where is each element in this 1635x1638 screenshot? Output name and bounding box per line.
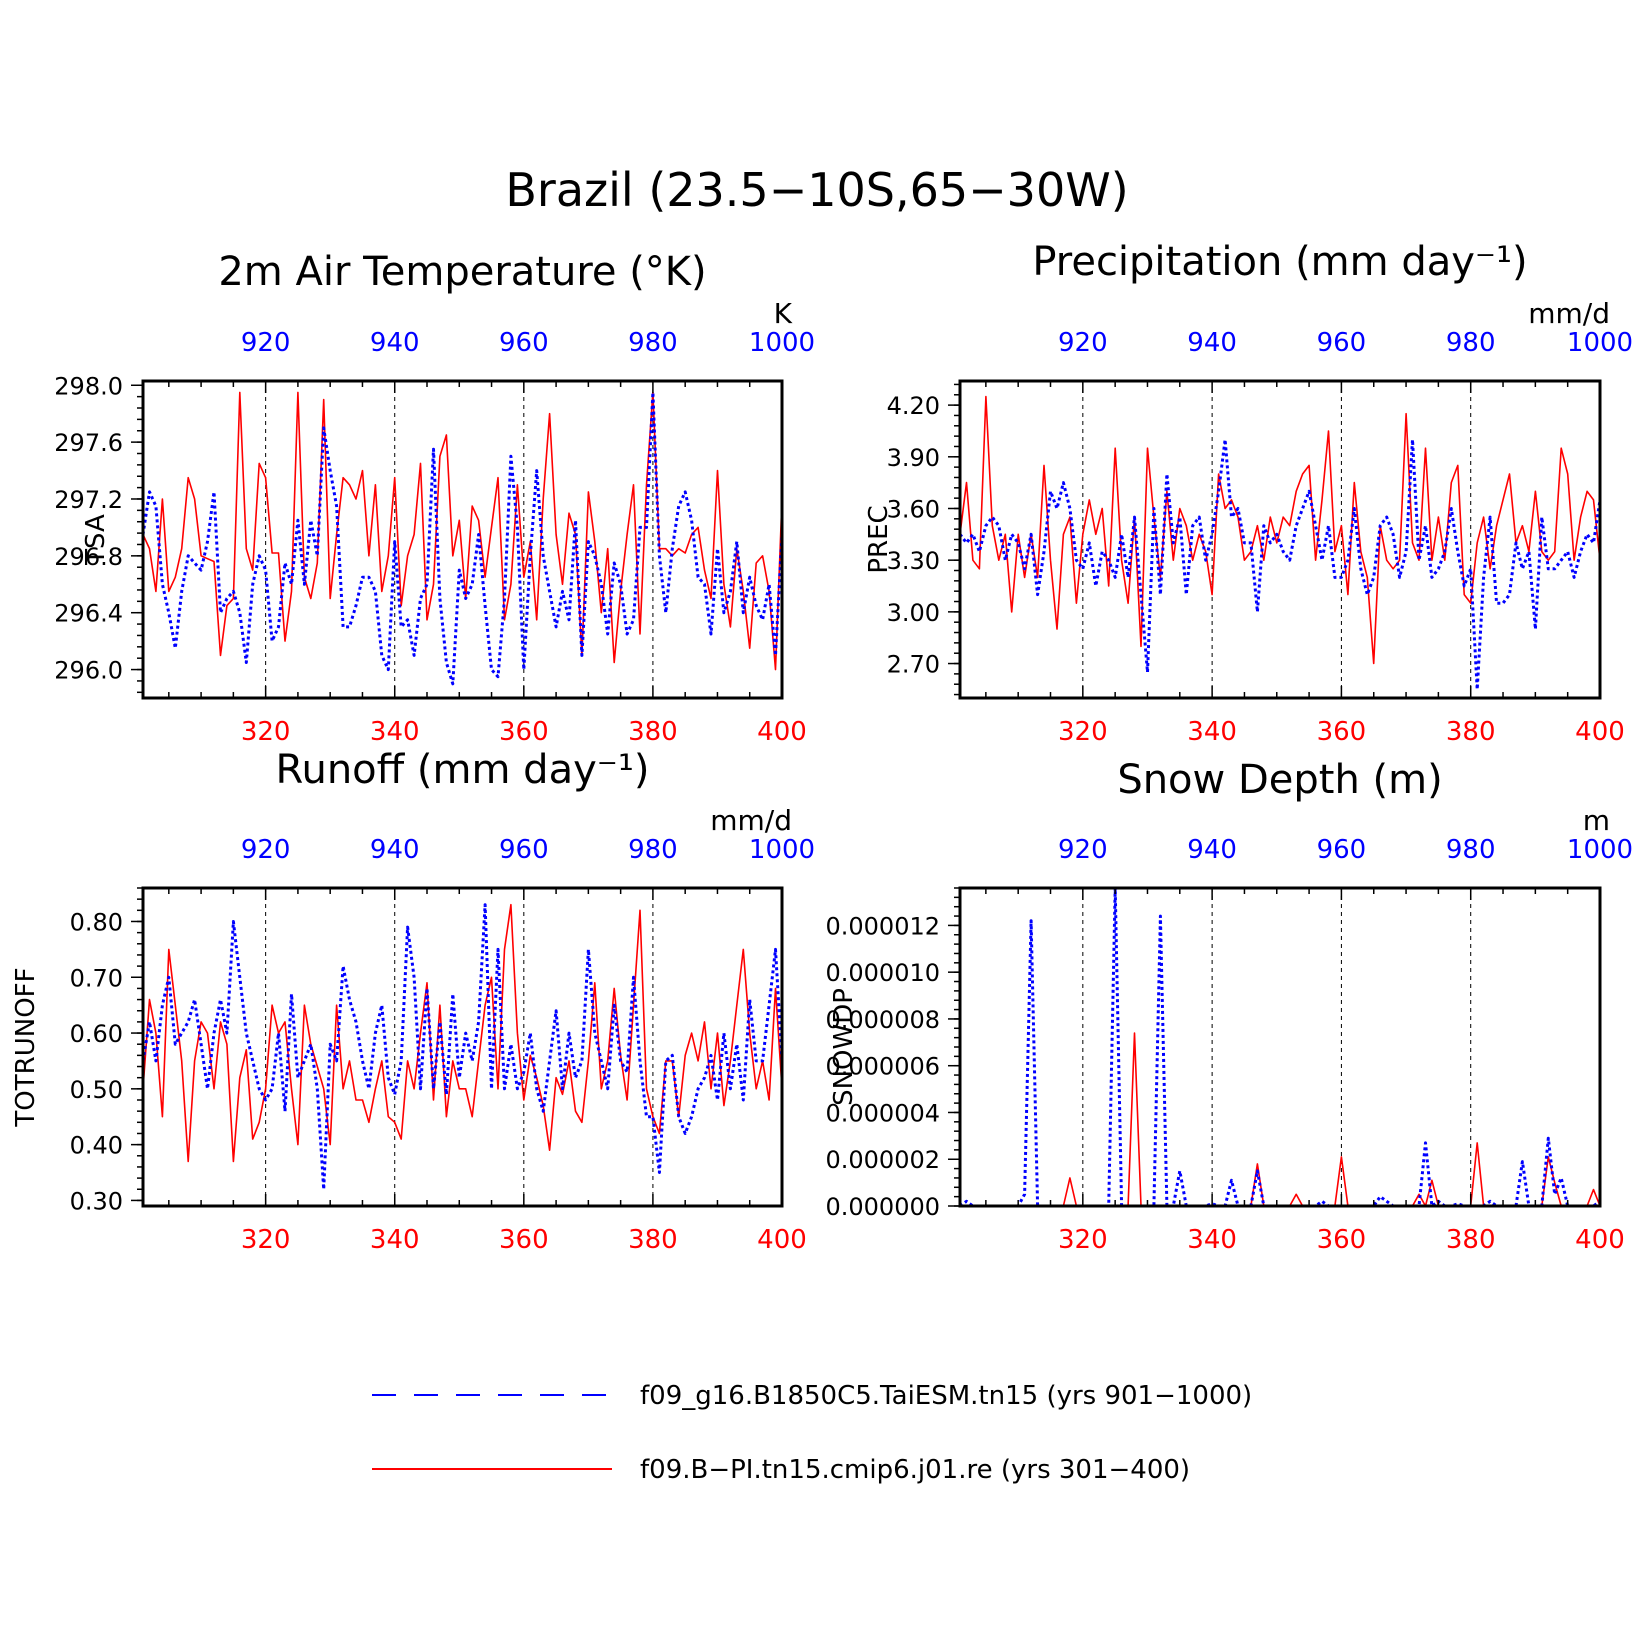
units-label-runoff: mm/d bbox=[710, 804, 792, 837]
x-tick-label-runoff: 320 bbox=[241, 1225, 291, 1255]
legend: f09_g16.B1850C5.TaiESM.tn15 (yrs 901−100… bbox=[372, 1381, 1252, 1485]
panel-snow-depth: Snow Depth (m) m 320 340 360 380 400 920 940 960 9… bbox=[825, 757, 1633, 1255]
y-tick-label-precipitation: 2.70 bbox=[887, 651, 940, 679]
plot-frame-snow-depth bbox=[958, 886, 1602, 1208]
series-line-runoff-cmip6 bbox=[142, 903, 783, 1163]
series-line-air-temperature-cmip6 bbox=[142, 391, 783, 671]
x-top-tick-label-air-temperature: 960 bbox=[499, 328, 549, 358]
panel-title-runoff: Runoff (mm day⁻¹) bbox=[275, 747, 649, 793]
plot-frame-air-temperature bbox=[141, 379, 784, 700]
y-tick-label-precipitation: 3.30 bbox=[887, 547, 940, 575]
y-tick-label-air-temperature: 296.8 bbox=[54, 543, 123, 571]
x-top-tick-label-precipitation: 980 bbox=[1446, 328, 1496, 358]
series-line-precipitation-taiesm bbox=[958, 438, 1602, 691]
panel-air-temperature: 2m Air Temperature (°K) K 320 340 360 380 400 9… bbox=[54, 249, 815, 747]
y-tick-label-air-temperature: 298.0 bbox=[54, 372, 123, 400]
figure-title: Brazil (23.5−10S,65−30W) bbox=[505, 163, 1128, 217]
y-tick-label-runoff: 0.50 bbox=[70, 1076, 123, 1104]
x-tick-label-air-temperature: 380 bbox=[628, 717, 678, 747]
y-tick-label-snow-depth: 0.000000 bbox=[825, 1193, 940, 1221]
y-tick-label-precipitation: 3.90 bbox=[887, 444, 940, 472]
y-tick-label-snow-depth: 0.000006 bbox=[825, 1053, 940, 1081]
x-top-tick-label-snow-depth: 980 bbox=[1446, 835, 1496, 865]
y-axis-label-runoff: TOTRUNOFF bbox=[11, 967, 41, 1127]
series-line-snow-depth-cmip6 bbox=[960, 1032, 1601, 1207]
y-tick-label-snow-depth: 0.000008 bbox=[825, 1006, 940, 1034]
x-top-tick-label-runoff: 1000 bbox=[749, 835, 815, 865]
x-tick-label-runoff: 360 bbox=[499, 1225, 549, 1255]
x-tick-label-air-temperature: 320 bbox=[241, 717, 291, 747]
x-tick-label-snow-depth: 340 bbox=[1187, 1225, 1237, 1255]
x-top-tick-label-snow-depth: 920 bbox=[1058, 835, 1108, 865]
x-tick-label-air-temperature: 400 bbox=[757, 717, 807, 747]
legend-label-taiesm: f09_g16.B1850C5.TaiESM.tn15 (yrs 901−100… bbox=[640, 1381, 1252, 1411]
legend-label-cmip6: f09.B−PI.tn15.cmip6.j01.re (yrs 301−400) bbox=[640, 1455, 1190, 1485]
x-tick-label-snow-depth: 380 bbox=[1446, 1225, 1496, 1255]
y-tick-label-air-temperature: 297.6 bbox=[54, 429, 123, 457]
y-axis-label-air-temperature: TSA bbox=[81, 514, 111, 566]
y-tick-label-air-temperature: 297.2 bbox=[54, 486, 123, 514]
x-tick-label-precipitation: 400 bbox=[1575, 717, 1625, 747]
x-tick-label-air-temperature: 340 bbox=[370, 717, 420, 747]
y-tick-label-snow-depth: 0.000002 bbox=[825, 1146, 940, 1174]
x-tick-label-snow-depth: 360 bbox=[1317, 1225, 1367, 1255]
x-top-tick-label-runoff: 980 bbox=[628, 835, 678, 865]
panel-title-precipitation: Precipitation (mm day⁻¹) bbox=[1032, 239, 1527, 285]
x-top-tick-label-runoff: 960 bbox=[499, 835, 549, 865]
x-tick-label-air-temperature: 360 bbox=[499, 717, 549, 747]
x-tick-label-runoff: 340 bbox=[370, 1225, 420, 1255]
y-tick-label-precipitation: 3.00 bbox=[887, 599, 940, 627]
panel-title-air-temperature: 2m Air Temperature (°K) bbox=[218, 249, 706, 295]
y-axis-label-precipitation: PREC bbox=[864, 505, 894, 573]
x-tick-label-snow-depth: 400 bbox=[1575, 1225, 1625, 1255]
x-top-tick-label-air-temperature: 920 bbox=[241, 328, 291, 358]
y-tick-label-air-temperature: 296.4 bbox=[54, 600, 123, 628]
x-top-tick-label-precipitation: 920 bbox=[1058, 328, 1108, 358]
x-top-tick-label-snow-depth: 940 bbox=[1187, 835, 1237, 865]
x-top-tick-label-snow-depth: 1000 bbox=[1567, 835, 1633, 865]
y-tick-label-snow-depth: 0.000004 bbox=[825, 1099, 940, 1127]
y-tick-label-runoff: 0.30 bbox=[70, 1187, 123, 1215]
series-line-precipitation-cmip6 bbox=[959, 395, 1601, 665]
y-tick-label-snow-depth: 0.000012 bbox=[825, 912, 940, 940]
panel-runoff: Runoff (mm day⁻¹) mm/d 320 340 360 380 400 920 9… bbox=[11, 747, 815, 1255]
x-top-tick-label-precipitation: 1000 bbox=[1567, 328, 1633, 358]
units-label-snow-depth: m bbox=[1583, 804, 1610, 837]
x-tick-label-precipitation: 340 bbox=[1187, 717, 1237, 747]
series-line-snow-depth-taiesm bbox=[959, 886, 1601, 1208]
x-top-tick-label-runoff: 920 bbox=[241, 835, 291, 865]
y-tick-label-snow-depth: 0.000010 bbox=[825, 959, 940, 987]
x-tick-label-runoff: 400 bbox=[757, 1225, 807, 1255]
x-top-tick-label-precipitation: 940 bbox=[1187, 328, 1237, 358]
y-tick-label-air-temperature: 296.0 bbox=[54, 657, 123, 685]
x-top-tick-label-runoff: 940 bbox=[370, 835, 420, 865]
series-line-runoff-taiesm bbox=[141, 903, 784, 1191]
x-tick-label-precipitation: 380 bbox=[1446, 717, 1496, 747]
x-tick-label-precipitation: 320 bbox=[1058, 717, 1108, 747]
y-tick-label-runoff: 0.70 bbox=[70, 964, 123, 992]
y-tick-label-precipitation: 4.20 bbox=[887, 392, 940, 420]
panel-title-snow-depth: Snow Depth (m) bbox=[1117, 757, 1442, 803]
plot-frame-runoff bbox=[141, 886, 784, 1208]
y-tick-label-precipitation: 3.60 bbox=[887, 495, 940, 523]
x-top-tick-label-air-temperature: 980 bbox=[628, 328, 678, 358]
x-top-tick-label-air-temperature: 940 bbox=[370, 328, 420, 358]
units-label-air-temperature: K bbox=[774, 297, 793, 330]
x-tick-label-runoff: 380 bbox=[628, 1225, 678, 1255]
x-tick-label-snow-depth: 320 bbox=[1058, 1225, 1108, 1255]
y-axis-label-snow-depth: SNOWDP bbox=[829, 988, 859, 1106]
x-top-tick-label-air-temperature: 1000 bbox=[749, 328, 815, 358]
x-top-tick-label-precipitation: 960 bbox=[1317, 328, 1367, 358]
units-label-precipitation: mm/d bbox=[1528, 297, 1610, 330]
y-tick-label-runoff: 0.80 bbox=[70, 908, 123, 936]
x-top-tick-label-snow-depth: 960 bbox=[1317, 835, 1367, 865]
y-tick-label-runoff: 0.60 bbox=[70, 1020, 123, 1048]
x-tick-label-precipitation: 360 bbox=[1317, 717, 1367, 747]
y-tick-label-runoff: 0.40 bbox=[70, 1132, 123, 1160]
panel-precipitation: Precipitation (mm day⁻¹)mm/d 320 340 360 380… bbox=[864, 239, 1633, 747]
